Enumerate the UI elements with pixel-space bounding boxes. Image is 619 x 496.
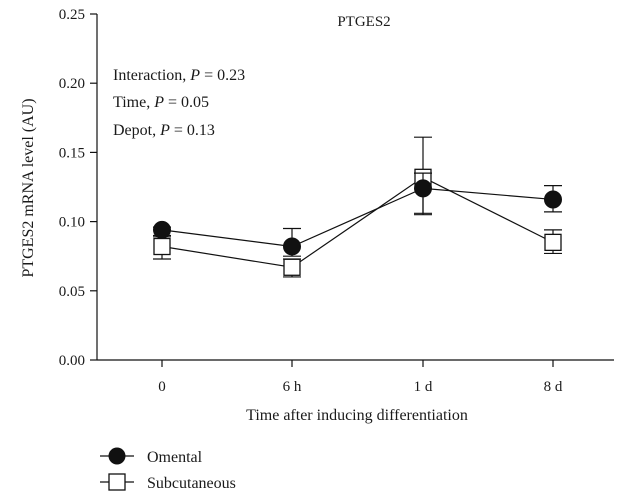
data-point (153, 237, 171, 256)
x-tick-label: 8 d (544, 379, 563, 395)
chart-title: PTGES2 (337, 14, 390, 30)
x-tick-label: 0 (158, 379, 166, 395)
y-axis: 0.00 0.05 0.10 0.15 0.20 0.25 (59, 7, 98, 369)
x-tick-label: 1 d (414, 379, 433, 395)
x-axis-title: Time after inducing differentiation (246, 407, 468, 424)
legend-label: Omental (147, 449, 203, 466)
data-point (283, 237, 301, 256)
legend-item-subcutaneous: Subcutaneous (100, 473, 236, 492)
data-point (414, 179, 432, 198)
y-tick-label: 0.15 (59, 145, 85, 161)
annotation-text: Depot, P = 0.13 (113, 122, 215, 139)
annotations: Interaction, P = 0.23 Time, P = 0.05 Depot… (113, 67, 245, 139)
x-axis: 0 6 h 1 d 8 d (97, 359, 614, 395)
series-line (161, 187, 554, 248)
series-line (161, 176, 554, 268)
legend-label: Subcutaneous (147, 475, 236, 492)
data-point (544, 233, 562, 252)
series-subcutaneous (153, 136, 562, 278)
y-tick-label: 0.10 (59, 215, 85, 231)
y-tick-label: 0.00 (59, 353, 85, 369)
y-tick-label: 0.25 (59, 7, 85, 23)
data-point (544, 190, 562, 209)
y-tick-label: 0.05 (59, 284, 85, 300)
legend: Omental Subcutaneous (100, 447, 236, 492)
data-point (153, 220, 171, 239)
legend-marker (108, 473, 126, 491)
annotation-text: Time, P = 0.05 (113, 94, 209, 111)
series-layer (153, 136, 562, 278)
data-point (283, 258, 301, 276)
series-omental (153, 172, 562, 257)
annotation-text: Interaction, P = 0.23 (113, 67, 245, 84)
legend-marker (108, 447, 126, 465)
x-tick-label: 6 h (283, 379, 302, 395)
legend-item-omental: Omental (100, 447, 203, 466)
y-axis-title: PTGES2 mRNA level (AU) (20, 98, 37, 277)
y-tick-label: 0.20 (59, 76, 85, 92)
